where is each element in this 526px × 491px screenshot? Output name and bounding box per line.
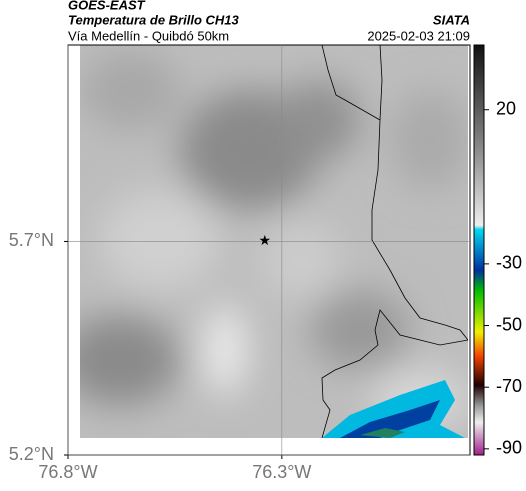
datetime: 2025-02-03 21:09	[367, 28, 470, 43]
region: Vía Medellín - Quibdó 50km	[68, 28, 229, 43]
location-marker: ★	[258, 232, 271, 248]
colorbar-label: -70	[496, 376, 522, 396]
satellite-image	[80, 45, 468, 438]
colorbar	[473, 44, 485, 456]
y-tick-label: 5.2°N	[9, 444, 54, 464]
colorbar-label: -50	[496, 314, 522, 334]
subtitle: Temperatura de Brillo CH13	[68, 12, 240, 27]
colorbar-label: -90	[496, 438, 522, 458]
title: GOES-EAST	[68, 0, 146, 12]
x-tick-label: 76.8°W	[38, 462, 97, 482]
source: SIATA	[433, 12, 470, 27]
x-tick-label: 76.3°W	[252, 462, 311, 482]
y-tick-label: 5.7°N	[9, 230, 54, 250]
colorbar-label: -30	[496, 253, 522, 273]
colorbar-label: 20	[496, 98, 516, 118]
